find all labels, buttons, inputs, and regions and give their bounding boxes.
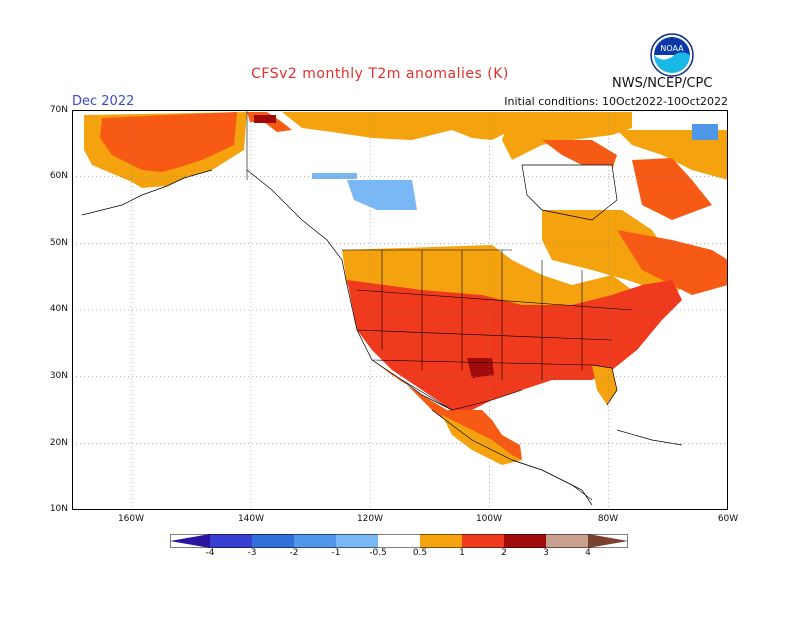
colorbar-label-m05: -0.5 [369, 548, 387, 558]
colorbar-label-m1: -1 [331, 548, 341, 558]
cold-anomaly-canada [347, 180, 417, 210]
lat-label-10n: 10N [49, 504, 68, 514]
noaa-logo: NOAA [650, 33, 694, 77]
anomaly-map [72, 110, 728, 510]
map-title: CFSv2 monthly T2m anomalies (K) [251, 66, 509, 82]
alaska-anomaly-region [84, 112, 292, 188]
lat-label-50n: 50N [49, 238, 68, 248]
florida-anomaly [592, 365, 617, 405]
lat-label-20n: 20N [49, 438, 68, 448]
map-frame [72, 110, 728, 510]
colorbar-label-1: 1 [459, 548, 465, 558]
colorbar-cell-3-4 [546, 534, 588, 548]
colorbar-label-05: 0.5 [412, 548, 428, 558]
colorbar-cell-2-3 [504, 534, 546, 548]
initial-conditions: Initial conditions: 10Oct2022-10Oct2022 [504, 95, 728, 108]
colorbar-cell-m2-m1 [294, 534, 336, 548]
lon-label-140w: 140W [237, 514, 265, 524]
lon-label-120w: 120W [356, 514, 384, 524]
colorbar-cell-m1-m05 [336, 534, 378, 548]
lon-label-60w: 60W [717, 514, 739, 524]
colorbar-cell-lt-4 [170, 534, 210, 548]
agency-label: NWS/NCEP/CPC [612, 76, 713, 91]
noaa-logo-text: NOAA [660, 44, 684, 53]
political-borders [246, 110, 633, 501]
lat-label-30n: 30N [49, 371, 68, 381]
lon-label-100w: 100W [475, 514, 503, 524]
cold-anomaly-strip [312, 173, 357, 179]
forecast-month: Dec 2022 [72, 94, 135, 109]
colorbar-cell-neutral [378, 534, 420, 548]
eastern-canada-anomaly [542, 124, 728, 295]
texas-hot-spot [467, 358, 494, 378]
colorbar-label-m2: -2 [289, 548, 299, 558]
colorbar-label-m4: -4 [205, 548, 215, 558]
colorbar-cell-m4-m3 [210, 534, 252, 548]
colorbar-label-2: 2 [501, 548, 507, 558]
colorbar-cell-1-2 [462, 534, 504, 548]
mexico-anomaly [372, 360, 522, 460]
lon-label-80w: 80W [597, 514, 619, 524]
colorbar-cell-m3-m2 [252, 534, 294, 548]
lat-label-70n: 70N [49, 105, 68, 115]
colorbar-cell-05-1 [420, 534, 462, 548]
colorbar-label-4: 4 [585, 548, 591, 558]
lat-lon-grid [72, 110, 728, 510]
mexico-orange [442, 415, 522, 465]
colorbar-label-m3: -3 [247, 548, 257, 558]
colorbar-label-3: 3 [543, 548, 549, 558]
canada-north-anomaly [282, 112, 728, 220]
colorbar [170, 534, 628, 548]
lon-label-160w: 160W [117, 514, 145, 524]
us-warm-anomaly [347, 280, 682, 410]
colorbar-cell-gt-4 [588, 534, 628, 548]
lat-label-60n: 60N [49, 171, 68, 181]
hudson-bay [522, 165, 617, 220]
lat-label-40n: 40N [49, 304, 68, 314]
